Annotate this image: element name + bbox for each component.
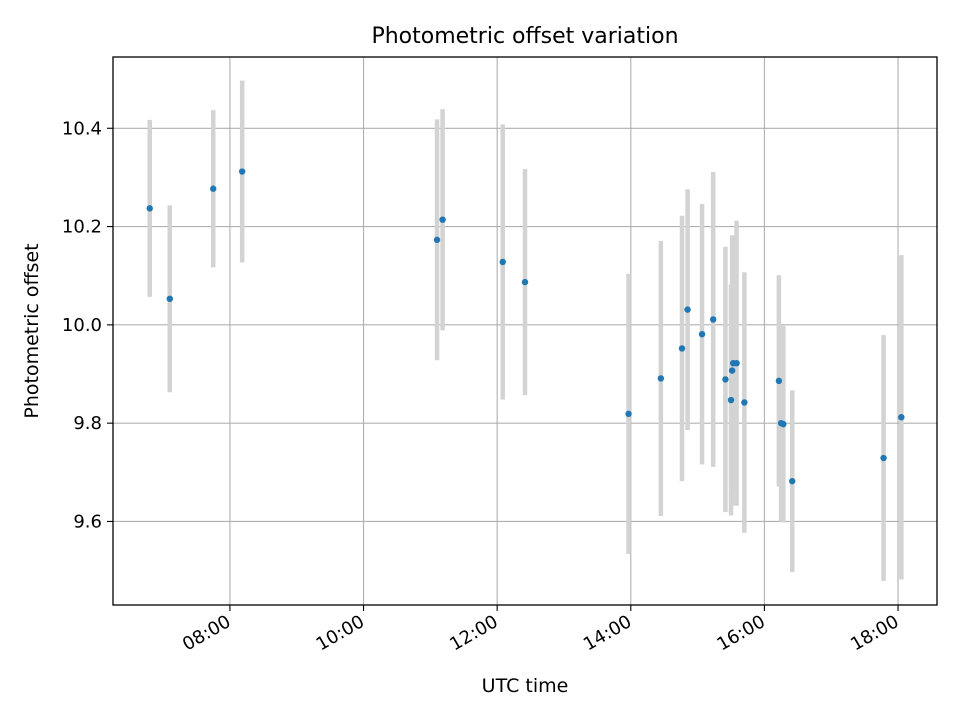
data-point	[741, 399, 748, 406]
data-point	[146, 205, 153, 212]
x-axis-label: UTC time	[482, 675, 569, 697]
x-tick-label: 08:00	[179, 611, 234, 655]
y-tick-label: 10.2	[62, 217, 102, 238]
data-point	[789, 477, 796, 485]
data-point	[880, 454, 887, 462]
data-point	[728, 367, 736, 374]
y-tick-label: 10.4	[62, 118, 102, 139]
axis-ticks: 08:00 10:00 12:00 14:00 16:00 18:00 9.6 9.8 10.0…	[62, 118, 903, 655]
data-point	[166, 295, 173, 303]
x-tick-label: 14:00	[580, 611, 635, 655]
data-point	[780, 420, 787, 428]
data-point	[499, 258, 506, 266]
data-point	[733, 359, 740, 367]
data-point	[521, 278, 529, 286]
data-point	[684, 306, 691, 313]
data-point	[238, 168, 246, 175]
data-point	[775, 377, 783, 385]
error-bars	[147, 80, 904, 581]
y-axis-label: Photometric offset	[21, 243, 43, 418]
data-point	[698, 330, 706, 338]
plot-frame	[112, 56, 938, 606]
y-tick-label: 9.6	[73, 511, 102, 532]
y-tick-label: 10.0	[62, 315, 102, 336]
data-point	[439, 216, 446, 223]
y-tick-label: 9.8	[73, 413, 102, 434]
data-points	[146, 168, 905, 485]
data-point	[722, 376, 729, 383]
x-tick-label: 12:00	[446, 611, 501, 655]
data-point	[727, 396, 735, 404]
chart-title: Photometric offset variation	[371, 24, 678, 49]
data-point	[678, 345, 686, 352]
data-point	[433, 236, 441, 244]
data-point	[625, 410, 632, 418]
x-tick-label: 16:00	[713, 611, 768, 655]
data-point	[210, 185, 217, 192]
data-point	[898, 414, 905, 421]
x-tick-label: 10:00	[313, 611, 368, 655]
x-tick-label: 18:00	[847, 611, 902, 655]
data-point	[709, 316, 717, 323]
data-point	[657, 375, 665, 382]
